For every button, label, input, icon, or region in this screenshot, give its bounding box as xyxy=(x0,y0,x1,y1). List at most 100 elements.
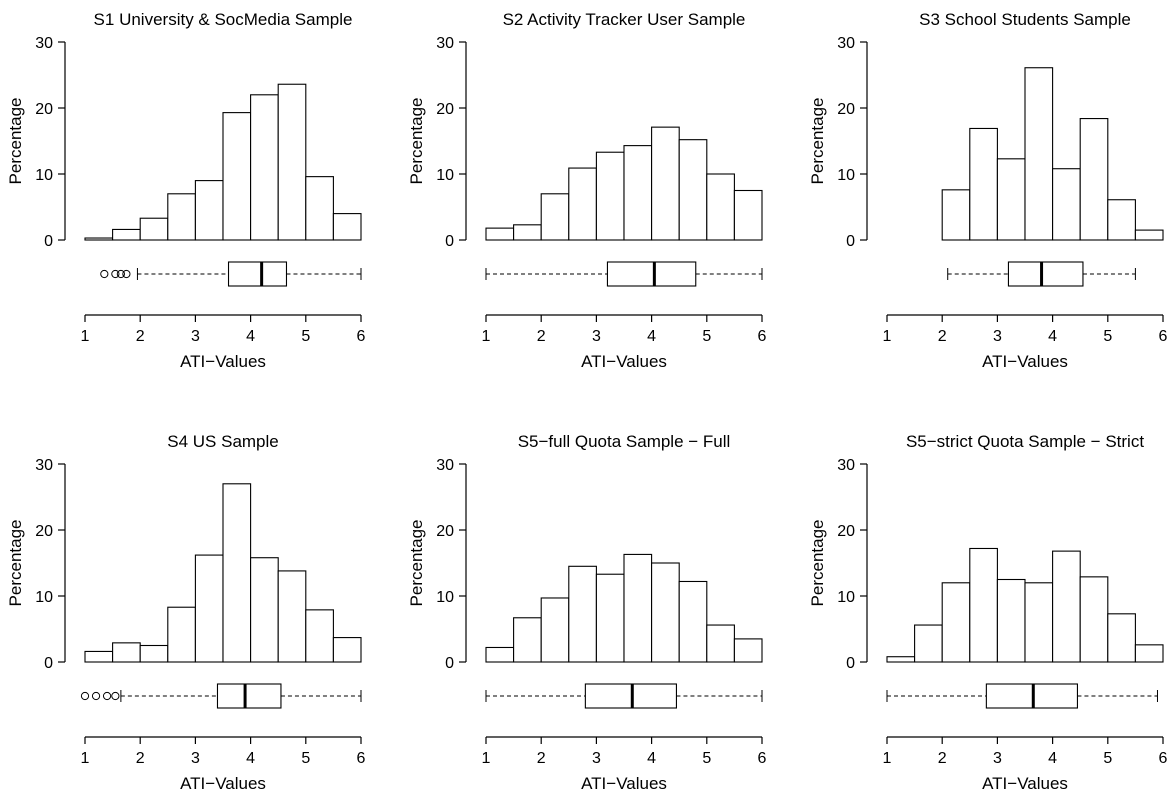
histogram-bar xyxy=(250,557,279,663)
y-tick-label: 0 xyxy=(44,233,53,250)
x-tick-label: 5 xyxy=(301,328,310,345)
histogram-bar xyxy=(540,193,570,241)
histogram-bar xyxy=(678,139,708,241)
histogram-bar xyxy=(332,213,362,241)
y-tick-label: 10 xyxy=(35,167,53,184)
histogram-bar xyxy=(914,624,943,663)
histogram-bar xyxy=(332,637,362,663)
histogram-bar xyxy=(1134,229,1164,241)
x-tick-label: 3 xyxy=(191,750,200,767)
x-tick-label: 1 xyxy=(883,328,892,345)
histogram-bar xyxy=(277,83,307,241)
x-tick-label: 2 xyxy=(938,328,947,345)
histogram-bar xyxy=(222,483,252,663)
x-axis-label: ATI−Values xyxy=(581,774,667,793)
x-tick-label: 3 xyxy=(993,328,1002,345)
x-tick-label: 5 xyxy=(702,328,711,345)
boxplot-outlier xyxy=(102,691,112,701)
chart-panel-6: S5−strict Quota Sample − Strict 0 10 20 30 Pe… xyxy=(808,432,1168,793)
histogram-bar xyxy=(1079,118,1109,241)
histogram-bar xyxy=(222,112,252,241)
histogram-bar xyxy=(969,127,998,241)
x-tick-label: 2 xyxy=(537,750,546,767)
histogram-bar xyxy=(513,617,542,663)
histogram-bar xyxy=(250,94,279,241)
histogram-bar xyxy=(996,158,1026,241)
histogram-bar xyxy=(167,193,196,241)
histogram-bar xyxy=(84,237,114,241)
histogram-bar xyxy=(194,180,224,241)
x-tick-label: 6 xyxy=(1159,750,1168,767)
x-tick-label: 2 xyxy=(136,750,145,767)
y-tick-label: 0 xyxy=(44,655,53,672)
chart-title: S1 University & SocMedia Sample xyxy=(94,10,353,29)
histogram-bar xyxy=(305,609,334,663)
y-tick-label: 20 xyxy=(436,101,454,118)
histogram-bar xyxy=(706,624,735,663)
histogram-bar xyxy=(941,189,971,241)
x-tick-label: 1 xyxy=(883,750,892,767)
histogram-bar xyxy=(1079,576,1109,663)
histogram-bar xyxy=(1024,582,1054,663)
chart-panel-2: S2 Activity Tracker User Sample 0 10 20 30 Pe… xyxy=(407,10,767,371)
y-tick-label: 30 xyxy=(35,35,53,52)
histogram-bar xyxy=(568,565,597,663)
boxplot-outlier xyxy=(111,269,120,279)
boxplot-outlier xyxy=(91,691,101,701)
x-tick-label: 4 xyxy=(647,328,656,345)
y-tick-label: 20 xyxy=(837,523,855,540)
histogram-bar xyxy=(139,217,169,241)
y-tick-label: 30 xyxy=(837,457,855,474)
x-tick-label: 3 xyxy=(592,328,601,345)
x-tick-label: 2 xyxy=(537,328,546,345)
histogram-bar xyxy=(1107,613,1136,663)
x-tick-label: 2 xyxy=(136,328,145,345)
y-tick-label: 20 xyxy=(35,101,53,118)
x-tick-label: 5 xyxy=(1103,328,1112,345)
x-tick-label: 6 xyxy=(357,750,366,767)
y-tick-label: 10 xyxy=(837,167,855,184)
y-axis-label: Percentage xyxy=(808,98,827,185)
histogram-bar xyxy=(305,176,334,241)
histogram-bar xyxy=(540,597,570,663)
x-axis-label: ATI−Values xyxy=(180,774,266,793)
y-tick-label: 10 xyxy=(35,589,53,606)
boxplot-outlier xyxy=(100,269,109,279)
x-tick-label: 6 xyxy=(357,328,366,345)
histogram-bar xyxy=(139,644,169,663)
chart-panel-3: S3 School Students Sample 0 10 20 30 Percenta… xyxy=(808,10,1168,371)
y-tick-label: 30 xyxy=(436,35,454,52)
x-tick-label: 5 xyxy=(702,750,711,767)
histogram-bar xyxy=(1052,550,1081,663)
histogram-bar xyxy=(194,554,224,663)
histogram-bar xyxy=(568,167,597,241)
x-tick-label: 6 xyxy=(758,750,767,767)
boxplot-box xyxy=(606,261,697,287)
x-tick-label: 4 xyxy=(1048,750,1057,767)
boxplot-box xyxy=(1007,261,1084,287)
x-tick-label: 4 xyxy=(246,750,255,767)
x-axis-label: ATI−Values xyxy=(982,352,1068,371)
histogram-bar xyxy=(678,580,708,663)
x-tick-label: 2 xyxy=(938,750,947,767)
y-tick-label: 0 xyxy=(445,655,454,672)
boxplot-box xyxy=(227,261,288,287)
x-tick-label: 1 xyxy=(482,750,491,767)
chart-title: S2 Activity Tracker User Sample xyxy=(503,10,746,29)
histogram-bar xyxy=(595,573,625,663)
x-axis-label: ATI−Values xyxy=(581,352,667,371)
histogram-bar xyxy=(651,562,680,663)
y-tick-label: 30 xyxy=(837,35,855,52)
x-tick-label: 4 xyxy=(246,328,255,345)
boxplot-outlier xyxy=(80,691,90,701)
histogram-bar xyxy=(733,638,763,663)
x-tick-label: 5 xyxy=(1103,750,1112,767)
y-tick-label: 20 xyxy=(436,523,454,540)
histogram-bar xyxy=(623,553,653,663)
boxplot-outlier xyxy=(116,269,125,279)
histogram-bar xyxy=(1052,168,1081,241)
chart-panel-1: S1 University & SocMedia Sample 0 10 20 30 Pe… xyxy=(6,10,366,371)
chart-title: S4 US Sample xyxy=(167,432,279,451)
x-tick-label: 6 xyxy=(758,328,767,345)
